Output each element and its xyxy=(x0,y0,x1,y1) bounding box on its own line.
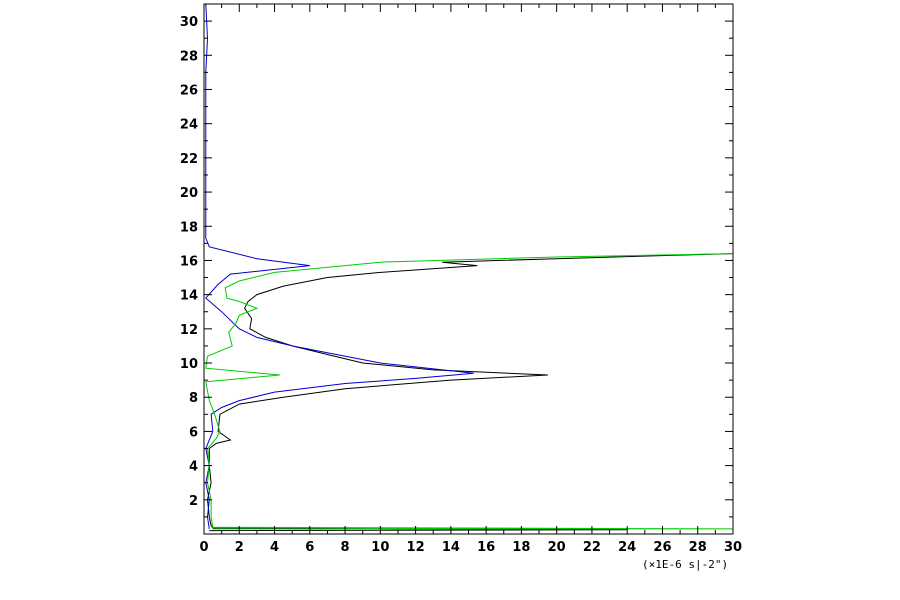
x-tick-label: 24 xyxy=(618,540,636,555)
y-tick-label: 18 xyxy=(180,220,198,235)
x-tick-label: 30 xyxy=(724,540,742,555)
y-tick-label: 2 xyxy=(189,494,198,509)
x-tick-label: 14 xyxy=(442,540,460,555)
x-tick-label: 10 xyxy=(371,540,389,555)
series-line-3 xyxy=(205,253,734,530)
series-line-2 xyxy=(205,3,474,529)
series-line-1 xyxy=(206,253,734,532)
plot-frame xyxy=(203,3,734,535)
y-tick-label: 24 xyxy=(180,118,198,133)
y-tick-label: 14 xyxy=(180,289,198,304)
axis-layer: 0 2 4 6 8 10 12 14 16 18 20 22 24 26 28 302468101214161… xyxy=(180,3,742,555)
x-tick-label: 4 xyxy=(270,540,279,555)
y-tick-label: 30 xyxy=(180,15,198,30)
series-layer xyxy=(205,3,734,532)
x-tick-label: 6 xyxy=(305,540,314,555)
x-tick-label: 0 xyxy=(199,540,208,555)
x-tick-label: 16 xyxy=(477,540,495,555)
y-tick-label: 28 xyxy=(180,49,198,64)
y-tick-label: 16 xyxy=(180,254,198,269)
y-tick-label: 20 xyxy=(180,186,198,201)
y-tick-label: 12 xyxy=(180,323,198,338)
y-tick-label: 26 xyxy=(180,83,198,98)
y-tick-label: 10 xyxy=(180,357,198,372)
x-tick-label: 28 xyxy=(689,540,707,555)
y-tick-label: 22 xyxy=(180,152,198,167)
x-tick-label: 8 xyxy=(341,540,350,555)
y-tick-label: 8 xyxy=(189,391,198,406)
x-tick-label: 18 xyxy=(512,540,530,555)
y-tick-label: 4 xyxy=(189,460,198,475)
x-tick-label: 2 xyxy=(235,540,244,555)
y-tick-label: 6 xyxy=(189,425,198,440)
x-tick-label: 12 xyxy=(407,540,425,555)
x-tick-label: 26 xyxy=(653,540,671,555)
x-tick-label: 20 xyxy=(548,540,566,555)
x-tick-label: 22 xyxy=(583,540,601,555)
x-axis-unit-label: (×1E-6 s|-2") xyxy=(642,558,728,571)
